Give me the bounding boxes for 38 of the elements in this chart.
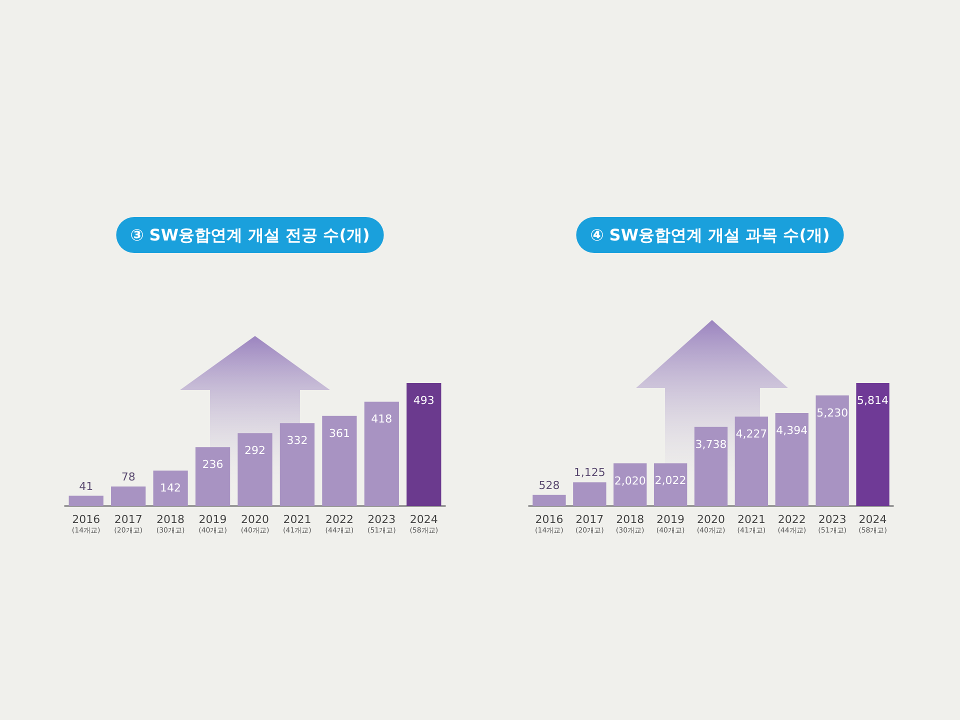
bar bbox=[734, 416, 768, 506]
bar bbox=[68, 496, 104, 506]
bar bbox=[322, 416, 357, 506]
data-label: 236 bbox=[202, 458, 224, 472]
bar bbox=[238, 433, 272, 506]
data-label: 493 bbox=[413, 394, 434, 407]
data-label: 332 bbox=[286, 434, 308, 448]
data-label: 4,394 bbox=[776, 424, 808, 438]
chart-title: ④ SW융합연계 개설 과목 수(개) bbox=[590, 226, 830, 244]
bar bbox=[654, 463, 688, 506]
bar bbox=[816, 395, 849, 506]
data-label: 5,230 bbox=[816, 406, 848, 420]
bar bbox=[280, 423, 315, 506]
bar bbox=[532, 494, 566, 506]
data-label: 3,738 bbox=[695, 438, 727, 451]
data-label: 292 bbox=[244, 444, 266, 458]
chart-title: ③ SW융합연계 개설 전공 수(개) bbox=[130, 226, 370, 244]
data-label: 361 bbox=[328, 426, 350, 440]
data-label: 418 bbox=[371, 412, 392, 426]
bar bbox=[111, 486, 146, 506]
data-label: 41 bbox=[79, 480, 94, 493]
data-label: 2,022 bbox=[654, 474, 686, 488]
data-label: 2,020 bbox=[614, 474, 646, 488]
data-label: 78 bbox=[121, 470, 136, 484]
data-label: 5,814 bbox=[857, 394, 889, 407]
bar bbox=[364, 402, 399, 506]
bar bbox=[775, 413, 808, 506]
data-label: 528 bbox=[538, 478, 560, 492]
bar bbox=[406, 383, 442, 506]
bar bbox=[694, 426, 728, 506]
bar bbox=[614, 463, 647, 506]
data-label: 4,227 bbox=[736, 428, 768, 441]
data-label: 142 bbox=[160, 482, 182, 495]
bar bbox=[195, 447, 230, 506]
data-label: 1,125 bbox=[574, 466, 606, 480]
bar bbox=[153, 470, 188, 506]
bar bbox=[856, 383, 890, 506]
bar bbox=[573, 482, 606, 506]
